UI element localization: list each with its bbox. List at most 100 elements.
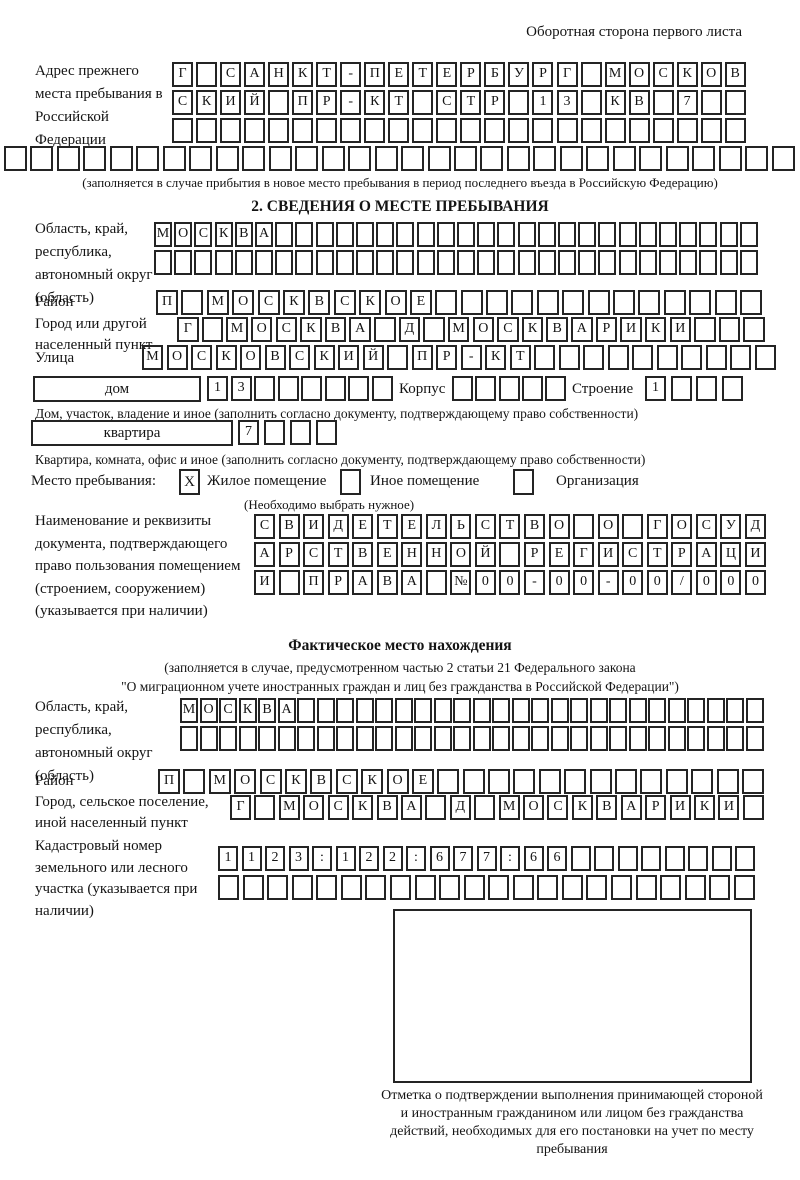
char-cell[interactable] — [436, 222, 455, 247]
char-cell[interactable]: М — [604, 62, 626, 87]
char-cell[interactable]: 1 — [335, 846, 356, 871]
char-cell[interactable]: М — [498, 795, 520, 820]
char-cell[interactable] — [573, 514, 595, 539]
char-cell[interactable]: Р — [524, 542, 546, 567]
char-cell[interactable]: В — [278, 514, 300, 539]
char-cell[interactable] — [291, 875, 313, 900]
char-cell[interactable] — [640, 769, 663, 794]
char-cell[interactable] — [275, 250, 294, 275]
char-cell[interactable] — [521, 376, 543, 401]
char-cell[interactable]: Д — [744, 514, 766, 539]
char-cell[interactable]: Р — [671, 542, 693, 567]
char-cell[interactable]: О — [234, 769, 257, 794]
char-cell[interactable]: М — [154, 222, 172, 247]
char-cell[interactable]: О — [240, 345, 262, 370]
char-cell[interactable] — [699, 222, 718, 247]
char-cell[interactable] — [665, 769, 688, 794]
char-cell[interactable]: Е — [352, 514, 374, 539]
char-cell[interactable]: С — [254, 514, 275, 539]
char-cell[interactable]: С — [172, 90, 193, 115]
char-cell[interactable] — [277, 726, 296, 751]
char-cell[interactable] — [531, 726, 550, 751]
char-cell[interactable]: : — [406, 846, 426, 871]
char-cell[interactable] — [267, 875, 289, 900]
char-cell[interactable]: Р — [460, 62, 482, 87]
char-cell[interactable]: В — [546, 317, 568, 342]
char-cell[interactable]: 1 — [207, 376, 228, 401]
char-cell[interactable] — [189, 146, 213, 171]
char-cell[interactable] — [219, 726, 238, 751]
char-cell[interactable]: Д — [327, 514, 349, 539]
char-cell[interactable] — [536, 290, 559, 315]
char-cell[interactable]: Р — [532, 62, 554, 87]
char-cell[interactable] — [609, 726, 628, 751]
char-cell[interactable]: Е — [388, 62, 410, 87]
char-cell[interactable] — [457, 250, 476, 275]
char-cell[interactable] — [730, 345, 752, 370]
char-cell[interactable]: Г — [230, 795, 251, 820]
char-cell[interactable]: К — [694, 795, 716, 820]
char-cell[interactable] — [607, 345, 629, 370]
char-cell[interactable] — [679, 222, 698, 247]
char-cell[interactable]: П — [292, 90, 314, 115]
char-cell[interactable]: В — [264, 345, 286, 370]
char-cell[interactable]: Т — [509, 345, 531, 370]
char-cell[interactable] — [691, 769, 714, 794]
char-cell[interactable]: К — [214, 222, 233, 247]
char-cell[interactable] — [290, 420, 311, 445]
char-cell[interactable] — [295, 222, 314, 247]
char-cell[interactable] — [356, 222, 375, 247]
char-cell[interactable]: К — [676, 62, 698, 87]
char-cell[interactable] — [376, 250, 395, 275]
char-cell[interactable] — [321, 146, 345, 171]
char-cell[interactable] — [641, 846, 661, 871]
char-cell[interactable] — [460, 118, 482, 143]
char-cell[interactable]: Й — [362, 345, 384, 370]
char-cell[interactable] — [589, 769, 612, 794]
char-cell[interactable]: О — [597, 514, 619, 539]
char-cell[interactable] — [628, 118, 650, 143]
char-cell[interactable] — [452, 376, 473, 401]
char-cell[interactable] — [488, 769, 511, 794]
char-cell[interactable]: : — [312, 846, 332, 871]
char-cell[interactable] — [638, 250, 657, 275]
char-cell[interactable] — [201, 317, 224, 342]
char-cell[interactable] — [700, 90, 722, 115]
char-cell[interactable]: С — [219, 698, 238, 723]
char-cell[interactable] — [558, 250, 577, 275]
char-cell[interactable] — [492, 726, 511, 751]
char-cell[interactable]: К — [284, 769, 307, 794]
checkbox-organization[interactable] — [513, 469, 534, 495]
char-cell[interactable] — [735, 846, 755, 871]
char-cell[interactable] — [355, 698, 374, 723]
char-cell[interactable]: А — [255, 222, 274, 247]
char-cell[interactable] — [316, 726, 335, 751]
char-cell[interactable]: В — [724, 62, 746, 87]
char-cell[interactable]: А — [571, 317, 593, 342]
char-cell[interactable]: А — [695, 542, 717, 567]
char-cell[interactable] — [396, 250, 415, 275]
char-cell[interactable] — [580, 62, 602, 87]
char-cell[interactable]: О — [199, 698, 218, 723]
char-cell[interactable]: - — [340, 90, 362, 115]
char-cell[interactable]: К — [215, 345, 237, 370]
char-cell[interactable]: А — [277, 698, 296, 723]
char-cell[interactable]: Й — [474, 542, 496, 567]
char-cell[interactable]: К — [359, 290, 382, 315]
char-cell[interactable]: С — [303, 542, 325, 567]
char-cell[interactable] — [700, 118, 722, 143]
checkbox-dwelling[interactable]: X — [179, 469, 200, 495]
char-cell[interactable] — [295, 250, 314, 275]
char-cell[interactable]: К — [521, 317, 544, 342]
char-cell[interactable]: Г — [177, 317, 199, 342]
char-cell[interactable] — [297, 726, 316, 751]
char-cell[interactable] — [611, 875, 632, 900]
char-cell[interactable] — [556, 118, 578, 143]
char-cell[interactable]: Т — [499, 514, 521, 539]
char-cell[interactable]: 0 — [573, 570, 595, 595]
char-cell[interactable] — [412, 118, 434, 143]
char-cell[interactable] — [30, 146, 54, 171]
char-cell[interactable] — [580, 90, 602, 115]
char-cell[interactable] — [622, 514, 644, 539]
char-cell[interactable] — [531, 698, 550, 723]
